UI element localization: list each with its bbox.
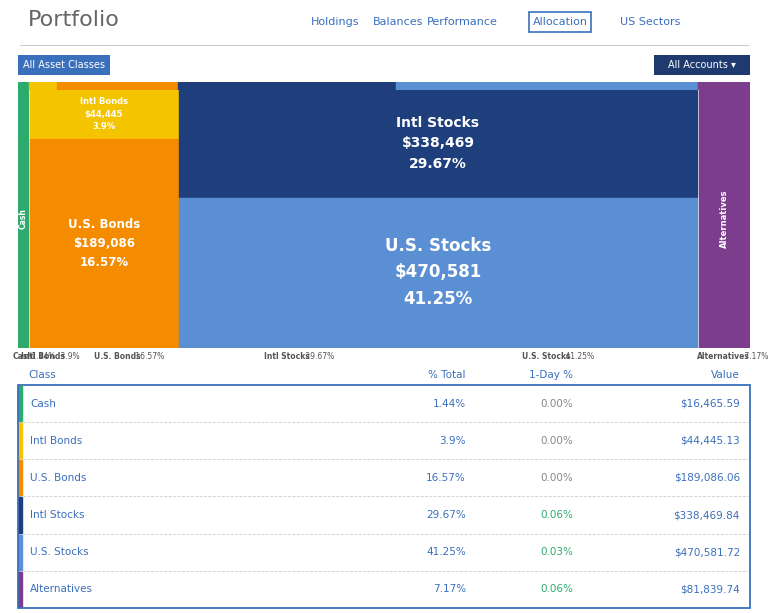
Bar [29,139,178,347]
Bar [18,82,28,90]
Text: 0.00%: 0.00% [540,473,573,483]
Text: Intl Stocks: Intl Stocks [30,510,84,520]
Bar [18,572,22,607]
Text: $338,469.84: $338,469.84 [674,510,740,520]
Text: U.S. Bonds: U.S. Bonds [94,352,141,361]
Text: Portfolio: Portfolio [28,10,120,30]
Bar [28,82,57,90]
Bar [178,82,396,90]
Text: 41.25%: 41.25% [563,352,594,361]
Text: 0.06%: 0.06% [540,584,573,595]
Text: 3.9%: 3.9% [439,436,466,446]
Bar [18,423,22,459]
Text: Cash: Cash [13,352,34,361]
Bar [18,460,22,495]
Text: 0.00%: 0.00% [540,436,573,446]
Bar [29,90,178,138]
Text: Cash: Cash [30,398,56,409]
Bar [18,385,750,422]
Text: Allocation: Allocation [532,17,588,27]
Text: 0.00%: 0.00% [540,398,573,409]
Text: 29.67%: 29.67% [426,510,466,520]
Text: $189,086.06: $189,086.06 [674,473,740,483]
Bar [18,459,750,497]
Bar [18,386,22,421]
Bar [697,82,750,90]
Bar [18,422,750,459]
Text: $44,445.13: $44,445.13 [680,436,740,446]
Text: 29.67%: 29.67% [303,352,335,361]
Bar [180,90,697,197]
Text: Alternatives: Alternatives [720,190,729,248]
Text: $16,465.59: $16,465.59 [680,398,740,409]
Bar [396,82,697,90]
Text: Holdings: Holdings [311,17,359,27]
Text: U.S. Stocks
$470,581
41.25%: U.S. Stocks $470,581 41.25% [385,237,491,308]
Bar [18,90,28,348]
Text: Alternatives: Alternatives [30,584,93,595]
Text: Intl Bonds
$44,445
3.9%: Intl Bonds $44,445 3.9% [80,97,128,131]
Bar [180,198,697,347]
Text: $470,581.72: $470,581.72 [674,547,740,557]
FancyBboxPatch shape [654,55,750,75]
Text: U.S. Bonds
$189,086
16.57%: U.S. Bonds $189,086 16.57% [68,218,140,268]
Text: 1-Day %: 1-Day % [529,370,573,380]
Text: 41.25%: 41.25% [426,547,466,557]
Text: $81,839.74: $81,839.74 [680,584,740,595]
Text: Performance: Performance [426,17,498,27]
Text: U.S. Bonds: U.S. Bonds [30,473,86,483]
Text: 3.9%: 3.9% [58,352,79,361]
Text: Value: Value [711,370,740,380]
Text: 0.06%: 0.06% [540,510,573,520]
Bar [18,534,750,571]
Text: All Asset Classes: All Asset Classes [23,60,105,70]
Text: US Sectors: US Sectors [620,17,680,27]
Text: Intl Bonds: Intl Bonds [21,352,65,361]
Text: Intl Stocks: Intl Stocks [264,352,310,361]
Text: U.S. Stocks: U.S. Stocks [30,547,88,557]
Text: 1.44%: 1.44% [29,352,55,361]
Text: 1.44%: 1.44% [433,398,466,409]
Text: 0.03%: 0.03% [540,547,573,557]
Text: Intl Bonds: Intl Bonds [30,436,82,446]
Bar [18,497,750,534]
Bar [18,498,22,533]
Bar [18,535,22,570]
Text: Cash: Cash [18,208,28,229]
Text: All Accounts ▾: All Accounts ▾ [668,60,736,70]
Text: Balances: Balances [372,17,423,27]
Text: Intl Stocks
$338,469
29.67%: Intl Stocks $338,469 29.67% [396,116,479,171]
Text: 16.57%: 16.57% [426,473,466,483]
Text: % Total: % Total [429,370,466,380]
Bar [18,571,750,608]
Text: 7.17%: 7.17% [433,584,466,595]
Text: Alternatives: Alternatives [697,352,750,361]
Text: Class: Class [28,370,56,380]
Bar [57,82,178,90]
Text: 7.17%: 7.17% [742,352,768,361]
FancyBboxPatch shape [18,55,110,75]
Text: 16.57%: 16.57% [133,352,164,361]
Bar [699,90,750,348]
Text: U.S. Stocks: U.S. Stocks [522,352,571,361]
